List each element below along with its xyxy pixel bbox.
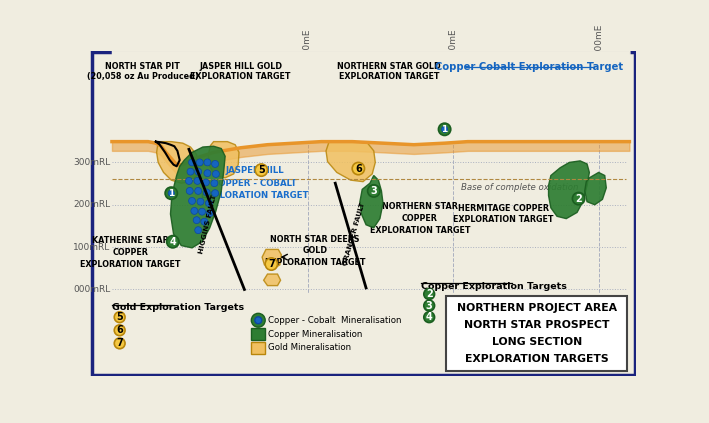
Text: 400mE: 400mE	[303, 28, 312, 60]
FancyBboxPatch shape	[92, 52, 635, 375]
Text: 000mRL: 000mRL	[73, 285, 111, 294]
Text: 7: 7	[268, 259, 274, 269]
Text: 3: 3	[426, 301, 432, 310]
Text: KATHERINE STAR
COPPER
EXPLORATION TARGET: KATHERINE STAR COPPER EXPLORATION TARGET	[80, 236, 181, 269]
Circle shape	[189, 198, 196, 204]
Polygon shape	[208, 142, 239, 178]
FancyBboxPatch shape	[446, 296, 627, 371]
Circle shape	[203, 179, 209, 186]
Text: 5: 5	[116, 312, 123, 322]
Polygon shape	[264, 274, 281, 286]
Circle shape	[114, 325, 125, 336]
Polygon shape	[585, 173, 606, 205]
Circle shape	[204, 159, 211, 166]
Circle shape	[189, 159, 196, 166]
Polygon shape	[549, 161, 589, 219]
Text: 100mRL: 100mRL	[73, 243, 111, 252]
Text: 6: 6	[116, 325, 123, 335]
Text: 4: 4	[426, 312, 432, 322]
Circle shape	[206, 210, 213, 217]
Circle shape	[186, 187, 193, 194]
Text: NORTHERN STAR
COPPER
EXPLORATION TARGET: NORTHERN STAR COPPER EXPLORATION TARGET	[369, 202, 470, 235]
Circle shape	[203, 189, 210, 196]
Circle shape	[195, 227, 201, 233]
Circle shape	[168, 190, 174, 196]
Text: Base of complete oxidation: Base of complete oxidation	[462, 183, 579, 192]
Text: NORTH STAR DEEPS
GOLD
EXPLORATION TARGET: NORTH STAR DEEPS GOLD EXPLORATION TARGET	[265, 235, 365, 267]
Circle shape	[438, 123, 451, 135]
Text: 6: 6	[355, 164, 362, 173]
Circle shape	[197, 198, 204, 205]
Circle shape	[194, 177, 201, 184]
Text: Copper Mineralisation: Copper Mineralisation	[268, 330, 362, 339]
Circle shape	[265, 258, 277, 270]
Circle shape	[204, 170, 211, 177]
Text: 1: 1	[168, 189, 174, 198]
Bar	[251, 328, 265, 340]
Circle shape	[255, 164, 267, 176]
Circle shape	[572, 192, 585, 205]
Circle shape	[114, 312, 125, 323]
Circle shape	[251, 313, 265, 327]
Text: GRANGER FAULT: GRANGER FAULT	[342, 202, 366, 266]
Polygon shape	[262, 250, 281, 269]
Circle shape	[212, 160, 218, 168]
Text: NORTH STAR PIT
(20,058 oz Au Produced): NORTH STAR PIT (20,058 oz Au Produced)	[87, 61, 199, 81]
Circle shape	[186, 177, 192, 184]
Circle shape	[211, 180, 218, 187]
Circle shape	[367, 185, 380, 197]
Text: 700mE: 700mE	[449, 28, 457, 60]
Text: 2: 2	[575, 194, 582, 203]
Text: JASPER HILL GOLD
EXPLORATION TARGET: JASPER HILL GOLD EXPLORATION TARGET	[190, 61, 291, 81]
Circle shape	[424, 288, 435, 299]
Text: HERMITAGE COPPER
EXPLORATION TARGET: HERMITAGE COPPER EXPLORATION TARGET	[453, 203, 553, 224]
Circle shape	[199, 208, 206, 215]
Text: Copper Cobalt Exploration Target: Copper Cobalt Exploration Target	[435, 61, 623, 71]
Text: Gold Exploration Targets: Gold Exploration Targets	[112, 303, 244, 312]
Text: 200mRL: 200mRL	[73, 200, 111, 209]
Bar	[251, 342, 265, 354]
Polygon shape	[170, 146, 225, 248]
Circle shape	[352, 162, 364, 175]
Text: 3: 3	[370, 186, 377, 196]
Circle shape	[212, 190, 218, 197]
Circle shape	[114, 338, 125, 349]
Text: 1000mE: 1000mE	[594, 22, 603, 60]
Circle shape	[193, 217, 200, 224]
Text: Gold Mineralisation: Gold Mineralisation	[268, 343, 352, 352]
Text: NORTHERN PROJECT AREA
NORTH STAR PROSPECT
LONG SECTION
EXPLORATION TARGETS: NORTHERN PROJECT AREA NORTH STAR PROSPEC…	[457, 302, 617, 364]
Text: 1: 1	[442, 125, 447, 134]
Polygon shape	[326, 142, 375, 181]
Polygon shape	[157, 142, 199, 183]
Circle shape	[196, 159, 203, 166]
Circle shape	[213, 170, 219, 177]
Text: 2: 2	[426, 289, 432, 299]
Circle shape	[201, 218, 208, 225]
Text: 5: 5	[258, 165, 264, 175]
Text: 4: 4	[169, 237, 176, 247]
Circle shape	[195, 168, 201, 175]
Circle shape	[424, 300, 435, 311]
Circle shape	[424, 312, 435, 323]
Circle shape	[191, 207, 198, 214]
Text: Copper - Cobalt  Mineralisation: Copper - Cobalt Mineralisation	[268, 316, 402, 325]
Circle shape	[167, 236, 179, 248]
Text: JASPER HILL
COPPER - COBALT
EXPLORATION TARGET: JASPER HILL COPPER - COBALT EXPLORATION …	[201, 166, 308, 200]
Polygon shape	[360, 176, 383, 228]
Circle shape	[442, 126, 447, 132]
Circle shape	[255, 317, 262, 324]
Text: 7: 7	[116, 338, 123, 349]
Circle shape	[165, 187, 177, 199]
Circle shape	[195, 187, 201, 194]
Circle shape	[187, 168, 194, 175]
Text: HIGGINS FAULT: HIGGINS FAULT	[198, 194, 217, 254]
Circle shape	[206, 200, 213, 207]
Text: NORTHERN STAR GOLD
EXPLORATION TARGET: NORTHERN STAR GOLD EXPLORATION TARGET	[337, 61, 441, 81]
Text: 300mRL: 300mRL	[73, 158, 111, 167]
Text: Copper Exploration Targets: Copper Exploration Targets	[421, 282, 567, 291]
